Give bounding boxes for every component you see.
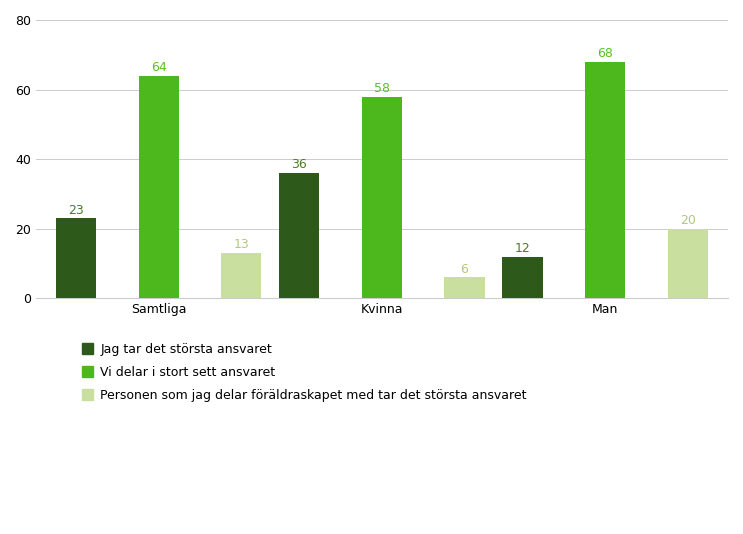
Text: 20: 20 — [680, 214, 695, 227]
Bar — [221, 253, 262, 299]
Text: 12: 12 — [515, 242, 531, 255]
Text: 13: 13 — [233, 238, 249, 252]
Text: 23: 23 — [68, 203, 84, 217]
Bar — [444, 278, 484, 299]
Text: 58: 58 — [374, 82, 390, 95]
Text: 68: 68 — [597, 47, 613, 60]
Bar — [668, 229, 708, 299]
Bar — [56, 218, 96, 299]
Text: 6: 6 — [461, 263, 469, 276]
Legend: Jag tar det största ansvaret, Vi delar i stort sett ansvaret, Personen som jag d: Jag tar det största ansvaret, Vi delar i… — [77, 338, 532, 407]
Bar — [138, 76, 179, 299]
Bar — [279, 173, 319, 299]
Bar — [585, 62, 626, 299]
Text: 36: 36 — [291, 158, 307, 171]
Bar — [362, 97, 402, 299]
Bar — [502, 256, 542, 299]
Text: 64: 64 — [151, 61, 166, 74]
